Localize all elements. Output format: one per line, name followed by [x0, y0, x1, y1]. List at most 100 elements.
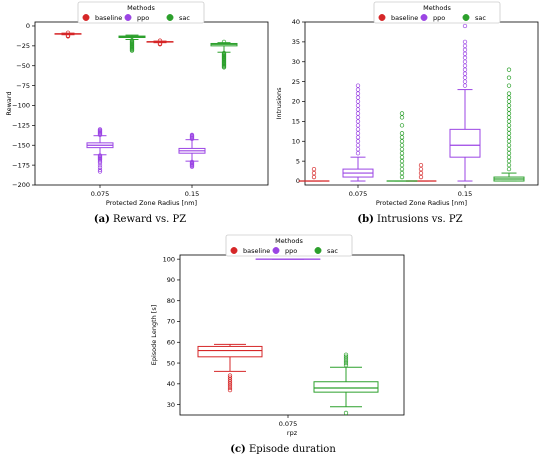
y-tick-label: 60 — [167, 338, 175, 346]
outlier-point — [418, 162, 424, 168]
y-tick-label: 0 — [26, 22, 30, 30]
outlier-point — [399, 135, 405, 140]
outlier-point — [97, 165, 103, 170]
outlier-point — [506, 127, 512, 132]
plot-frame — [304, 21, 539, 186]
outlier-point — [355, 95, 361, 100]
outlier-point — [506, 103, 512, 108]
outlier-point — [462, 23, 468, 29]
y-tick-label: 5 — [296, 157, 300, 165]
outlier-point — [506, 155, 512, 160]
outlier-point — [399, 111, 405, 116]
outlier-point — [399, 143, 405, 148]
y-tick-label: 100 — [163, 255, 175, 263]
y-tick-label: −25 — [16, 42, 30, 50]
box-baseline-0.075 — [298, 166, 330, 182]
y-tick-label: 50 — [167, 359, 175, 367]
outlier-point — [462, 39, 468, 45]
outlier-point — [399, 158, 405, 164]
outlier-point — [355, 115, 361, 120]
outlier-point — [355, 107, 361, 112]
legend-marker-sac — [462, 14, 470, 21]
outlier-point — [506, 111, 512, 116]
legend-title: Methods — [275, 237, 303, 245]
outlier-point — [343, 362, 349, 368]
outlier-point — [506, 147, 512, 152]
outlier-point — [399, 123, 405, 128]
y-tick-label: −75 — [16, 82, 30, 90]
y-tick-label: −150 — [12, 141, 30, 149]
outlier-point — [227, 373, 233, 378]
outlier-point — [506, 75, 512, 80]
legend-label-ppo: ppo — [285, 247, 297, 255]
outlier-point — [97, 167, 103, 173]
legend-title: Methods — [423, 4, 451, 12]
outlier-point — [462, 59, 468, 64]
x-axis-label: rpz — [287, 429, 298, 437]
legend-label-sac: sac — [475, 14, 486, 22]
outlier-point — [355, 83, 361, 88]
outlier-point — [221, 65, 227, 70]
x-tick-label: 0.15 — [185, 190, 199, 198]
y-tick-label: 25 — [292, 78, 300, 86]
legend-title: Methods — [127, 4, 155, 12]
box-ppo-0.075 — [86, 127, 114, 174]
caption-letter: (a) — [94, 214, 110, 225]
y-tick-label: −175 — [12, 161, 30, 169]
outlier-point — [399, 139, 405, 144]
outlier-point — [97, 157, 103, 162]
box-iqr — [197, 345, 263, 358]
outlier-point — [97, 160, 103, 165]
x-axis-label: Protected Zone Radius [nm] — [106, 199, 197, 207]
box-baseline-0.075 — [197, 343, 263, 393]
x-axis-label: Protected Zone Radius [nm] — [376, 199, 467, 207]
outlier-point — [418, 166, 424, 172]
caption-b: (b) Intrusions vs. PZ — [357, 214, 462, 225]
outlier-point — [506, 151, 512, 156]
outlier-point — [462, 79, 468, 84]
legend-a: Methods baseline ppo sac — [77, 1, 205, 24]
y-tick-label: 30 — [292, 58, 300, 66]
outlier-point — [462, 67, 468, 72]
outlier-point — [399, 166, 405, 172]
outlier-point — [462, 43, 468, 49]
box-ppo-0.15 — [178, 132, 206, 169]
outlier-point — [311, 166, 317, 172]
caption-text: Episode duration — [246, 444, 337, 455]
legend-label-sac: sac — [179, 14, 190, 22]
outlier-point — [227, 381, 233, 386]
outlier-point — [506, 99, 512, 104]
y-tick-label: 35 — [292, 38, 300, 46]
y-tick-label: 20 — [292, 98, 300, 106]
caption-letter: (b) — [357, 214, 373, 225]
outlier-point — [506, 123, 512, 128]
outlier-point — [355, 99, 361, 104]
plot-frame — [34, 21, 269, 186]
y-tick-label: 80 — [167, 297, 175, 305]
outlier-point — [506, 67, 512, 72]
outlier-point — [506, 119, 512, 124]
legend-label-baseline: baseline — [391, 14, 418, 22]
outlier-point — [399, 170, 405, 176]
outlier-point — [355, 87, 361, 92]
x-tick-label: 0.075 — [349, 190, 368, 198]
box-ppo-0.075 — [342, 83, 374, 182]
outlier-point — [506, 143, 512, 148]
x-tick-label: 0.075 — [279, 420, 298, 428]
outlier-point — [418, 174, 424, 180]
box-baseline-0.15 — [146, 38, 174, 47]
outlier-point — [462, 63, 468, 68]
outlier-point — [355, 139, 361, 144]
outlier-point — [97, 158, 103, 164]
outlier-point — [506, 135, 512, 140]
outlier-point — [462, 71, 468, 76]
outlier-point — [462, 83, 468, 88]
box-baseline-0.15 — [405, 162, 437, 182]
legend-label-baseline: baseline — [95, 14, 122, 22]
legend-label-ppo: ppo — [137, 14, 149, 22]
outlier-point — [343, 352, 349, 357]
legend-marker-ppo — [124, 14, 132, 21]
chart-a: 0 −25 −50 −75 −100 −125 −150 −175 −200 0.075 0.15P… — [5, 1, 269, 225]
outlier-point — [343, 358, 349, 364]
